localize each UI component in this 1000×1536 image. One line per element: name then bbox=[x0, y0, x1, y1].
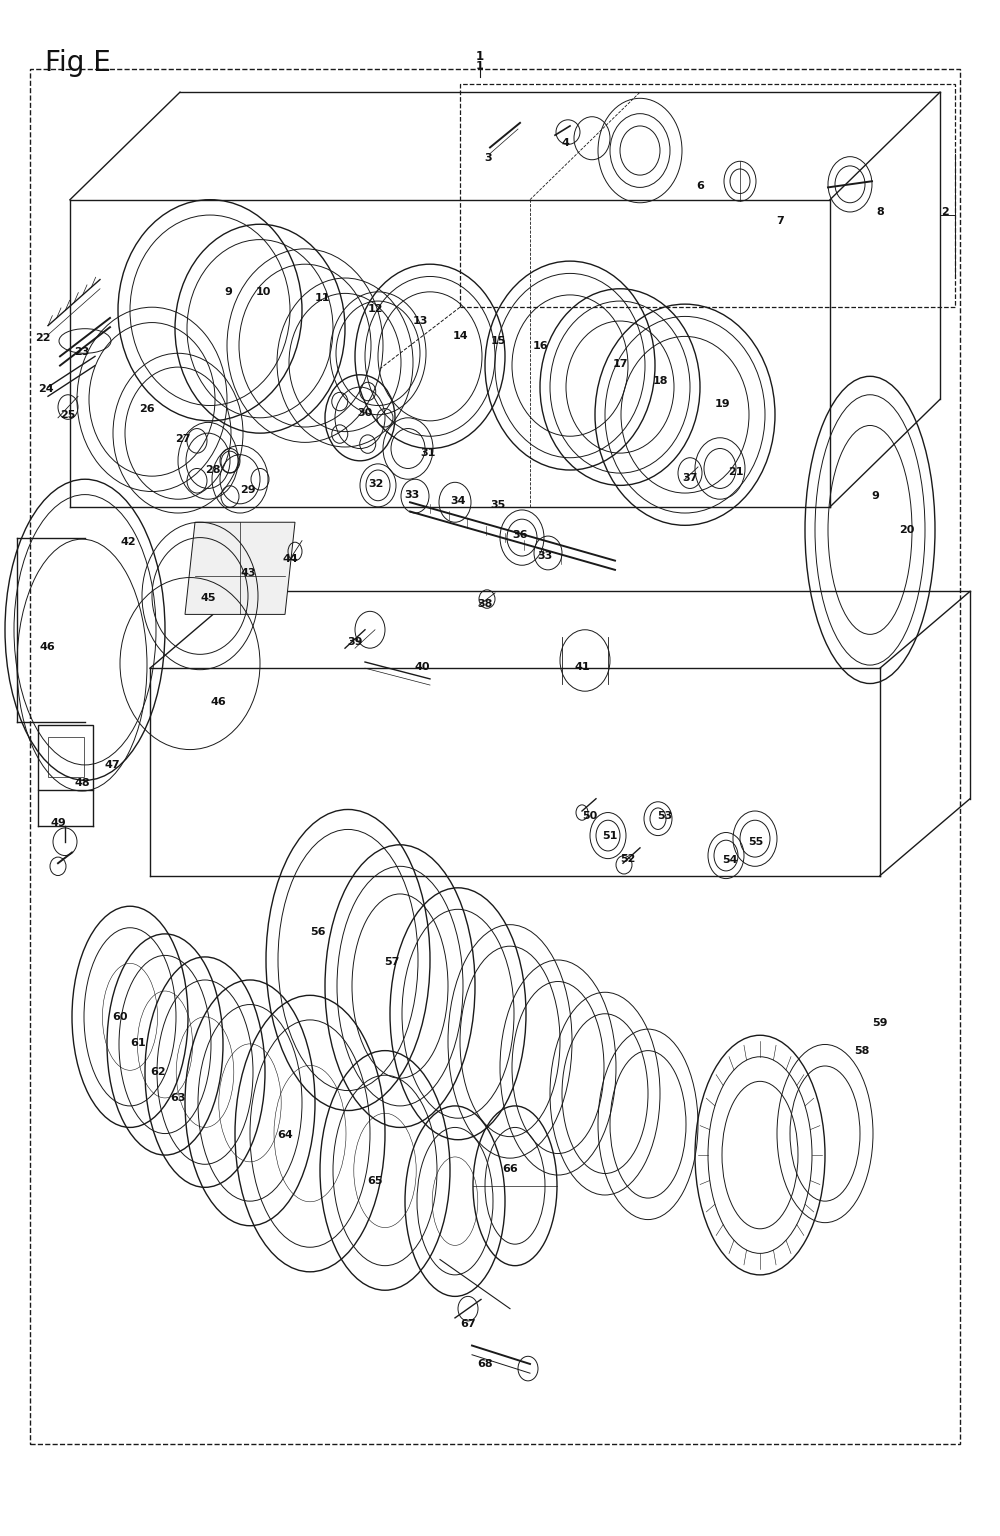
Text: 16: 16 bbox=[532, 341, 548, 350]
Text: 13: 13 bbox=[412, 316, 428, 326]
Text: 58: 58 bbox=[854, 1046, 870, 1055]
Text: 57: 57 bbox=[384, 957, 400, 966]
Text: 31: 31 bbox=[420, 449, 436, 458]
Text: 22: 22 bbox=[35, 333, 51, 343]
Text: 4: 4 bbox=[561, 138, 569, 147]
Text: 12: 12 bbox=[367, 304, 383, 313]
Text: 49: 49 bbox=[50, 819, 66, 828]
Text: 8: 8 bbox=[876, 207, 884, 217]
Text: 52: 52 bbox=[620, 854, 636, 863]
Bar bbox=[38, 725, 93, 790]
Text: 9: 9 bbox=[871, 492, 879, 501]
Bar bbox=[460, 84, 955, 307]
Text: 65: 65 bbox=[367, 1177, 383, 1186]
Text: 28: 28 bbox=[205, 465, 221, 475]
Text: 30: 30 bbox=[357, 409, 373, 418]
Text: 26: 26 bbox=[139, 404, 155, 413]
Text: 64: 64 bbox=[277, 1130, 293, 1140]
Text: 51: 51 bbox=[602, 831, 618, 840]
Text: 17: 17 bbox=[612, 359, 628, 369]
Text: 21: 21 bbox=[728, 467, 744, 476]
Text: 14: 14 bbox=[452, 332, 468, 341]
Text: 61: 61 bbox=[130, 1038, 146, 1048]
Text: 10: 10 bbox=[255, 287, 271, 296]
Text: 45: 45 bbox=[200, 593, 216, 602]
Text: 44: 44 bbox=[282, 554, 298, 564]
Text: Fig E: Fig E bbox=[45, 49, 111, 77]
Text: 40: 40 bbox=[414, 662, 430, 671]
Bar bbox=[48, 737, 84, 777]
Text: 18: 18 bbox=[652, 376, 668, 386]
Text: 1: 1 bbox=[476, 51, 484, 63]
Text: 54: 54 bbox=[722, 856, 738, 865]
Text: 34: 34 bbox=[450, 496, 466, 505]
Text: 15: 15 bbox=[490, 336, 506, 346]
Text: 9: 9 bbox=[224, 287, 232, 296]
Text: 42: 42 bbox=[120, 538, 136, 547]
Text: 19: 19 bbox=[714, 399, 730, 409]
Text: 24: 24 bbox=[38, 384, 54, 393]
Text: 46: 46 bbox=[210, 697, 226, 707]
Text: 38: 38 bbox=[477, 599, 493, 608]
Text: 47: 47 bbox=[104, 760, 120, 770]
Text: 50: 50 bbox=[582, 811, 598, 820]
Text: 3: 3 bbox=[484, 154, 492, 163]
Text: 39: 39 bbox=[347, 637, 363, 647]
Text: 20: 20 bbox=[899, 525, 915, 535]
Text: 11: 11 bbox=[314, 293, 330, 303]
Text: 25: 25 bbox=[60, 410, 76, 419]
Text: 68: 68 bbox=[477, 1359, 493, 1369]
Text: 46: 46 bbox=[39, 642, 55, 651]
Text: 55: 55 bbox=[748, 837, 764, 846]
Text: 59: 59 bbox=[872, 1018, 888, 1028]
Text: 6: 6 bbox=[696, 181, 704, 190]
Text: 29: 29 bbox=[240, 485, 256, 495]
Text: 37: 37 bbox=[682, 473, 698, 482]
Text: 62: 62 bbox=[150, 1068, 166, 1077]
Text: 35: 35 bbox=[490, 501, 506, 510]
Text: 67: 67 bbox=[460, 1319, 476, 1329]
Text: 33: 33 bbox=[537, 551, 553, 561]
Text: 48: 48 bbox=[74, 779, 90, 788]
Text: 63: 63 bbox=[170, 1094, 186, 1103]
Text: 43: 43 bbox=[240, 568, 256, 578]
Text: 2: 2 bbox=[941, 207, 949, 217]
Text: 36: 36 bbox=[512, 530, 528, 539]
Text: 53: 53 bbox=[657, 811, 673, 820]
Text: 1: 1 bbox=[476, 61, 484, 71]
Text: 7: 7 bbox=[776, 217, 784, 226]
Polygon shape bbox=[185, 522, 295, 614]
Text: 33: 33 bbox=[404, 490, 420, 499]
Text: 60: 60 bbox=[112, 1012, 128, 1021]
Text: 66: 66 bbox=[502, 1164, 518, 1174]
Text: 23: 23 bbox=[74, 347, 90, 356]
Text: 41: 41 bbox=[574, 662, 590, 671]
Text: 32: 32 bbox=[368, 479, 384, 488]
Bar bbox=[30, 69, 960, 1444]
Text: 27: 27 bbox=[175, 435, 191, 444]
Text: 56: 56 bbox=[310, 928, 326, 937]
